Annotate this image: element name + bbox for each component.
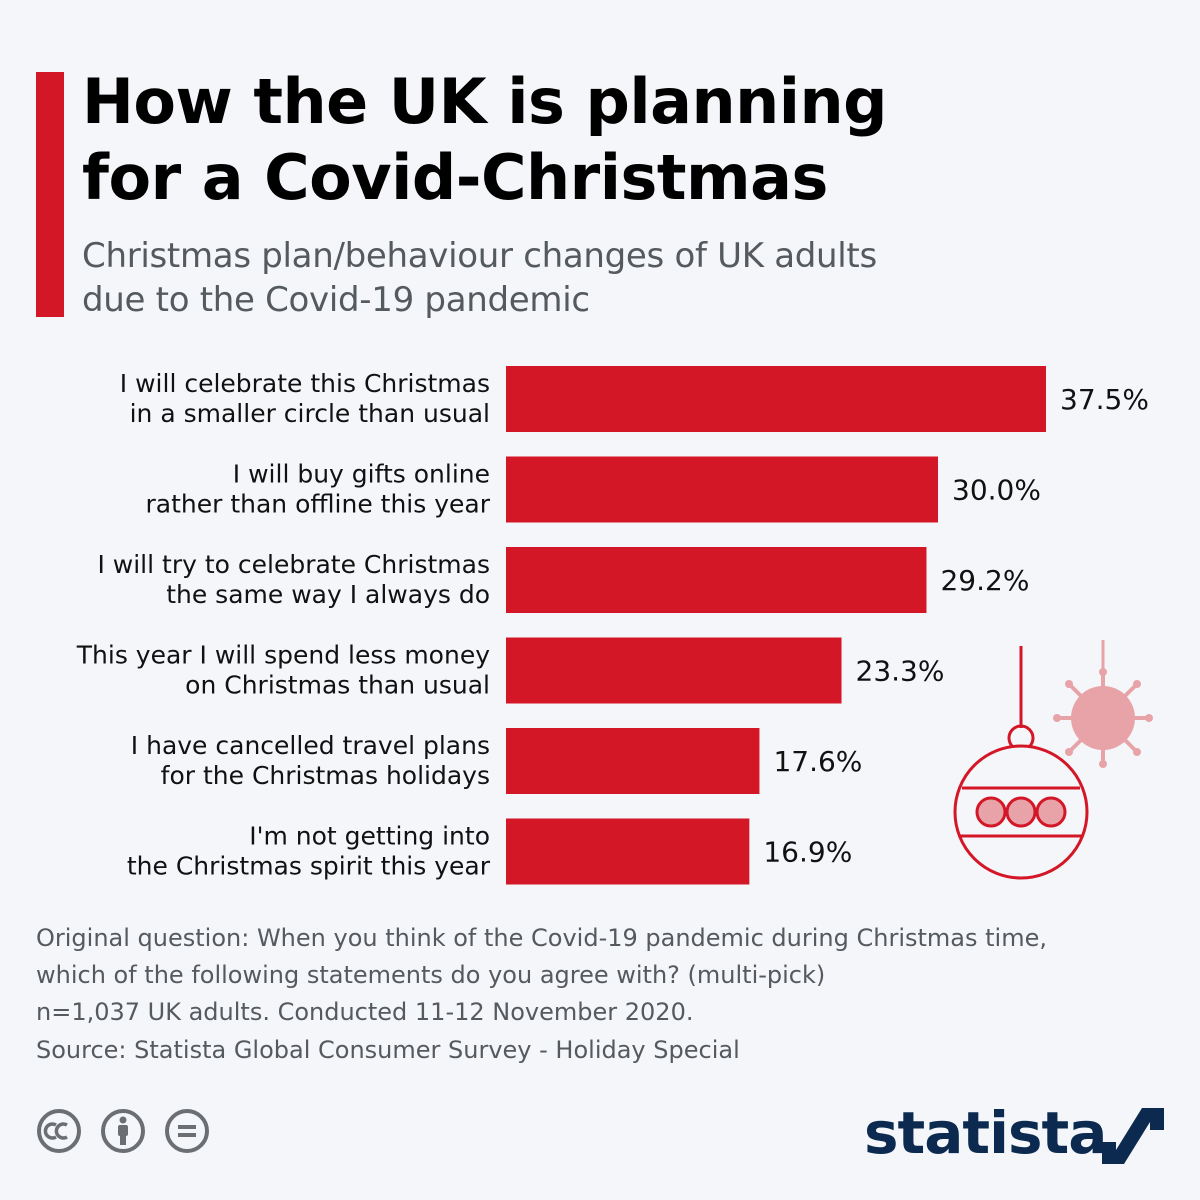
chart-subtitle-line-1: Christmas plan/behaviour changes of UK a… (82, 236, 877, 276)
attribution-icon[interactable] (100, 1108, 146, 1154)
christmas-ornament-illustration (953, 640, 1153, 880)
virus-ornament-icon (1053, 640, 1153, 768)
survey-question-note: Original question: When you think of the… (36, 920, 1176, 1031)
category-label-5: I have cancelled travel plans for the Chr… (131, 731, 490, 790)
value-label-1: 37.5% (1060, 383, 1149, 416)
bauble-ornament-icon (953, 646, 1089, 880)
value-label-2: 30.0% (952, 474, 1041, 507)
category-label-1: I will celebrate this Christmas in a smal… (120, 369, 490, 428)
bar-chart: 37.5% I will celebrate this Christmas in a… (76, 366, 1149, 885)
value-label-6: 16.9% (763, 836, 852, 869)
bar-6 (506, 818, 750, 885)
category-label-6: I'm not getting into the Christmas spirit… (127, 822, 491, 881)
bar-5 (506, 728, 760, 794)
bar-3 (506, 547, 927, 613)
statista-logo-icon (1102, 1108, 1164, 1164)
category-label-3: I will try to celebrate Christmas the sam… (97, 550, 490, 609)
cc-icon[interactable] (36, 1108, 82, 1154)
chart-title-line-1: How the UK is planning (82, 65, 888, 138)
chart-title: How the UK is planning for a Covid-Chris… (82, 64, 1162, 216)
category-label-2: I will buy gifts online rather than offli… (145, 460, 490, 519)
bar-2 (506, 456, 938, 523)
license-icons (36, 1108, 210, 1154)
survey-question-line-1: Original question: When you think of the… (36, 924, 1047, 952)
bar-1 (506, 366, 1046, 432)
survey-question-line-2: which of the following statements do you… (36, 961, 826, 989)
no-derivatives-icon[interactable] (164, 1108, 210, 1154)
statista-logo-text[interactable]: statista (864, 1099, 1107, 1167)
survey-sample-note: n=1,037 UK adults. Conducted 11-12 Novem… (36, 998, 694, 1026)
title-accent-bar (36, 72, 64, 317)
value-label-3: 29.2% (940, 564, 1029, 597)
chart-subtitle-line-2: due to the Covid-19 pandemic (82, 280, 590, 320)
chart-title-line-2: for a Covid-Christmas (82, 141, 828, 214)
source-note: Source: Statista Global Consumer Survey … (36, 1036, 740, 1064)
category-label-4: This year I will spend less money on Chri… (76, 641, 490, 700)
chart-subtitle: Christmas plan/behaviour changes of UK a… (82, 234, 1162, 322)
bar-4 (506, 637, 842, 704)
value-label-4: 23.3% (856, 655, 945, 688)
value-label-5: 17.6% (773, 745, 862, 778)
